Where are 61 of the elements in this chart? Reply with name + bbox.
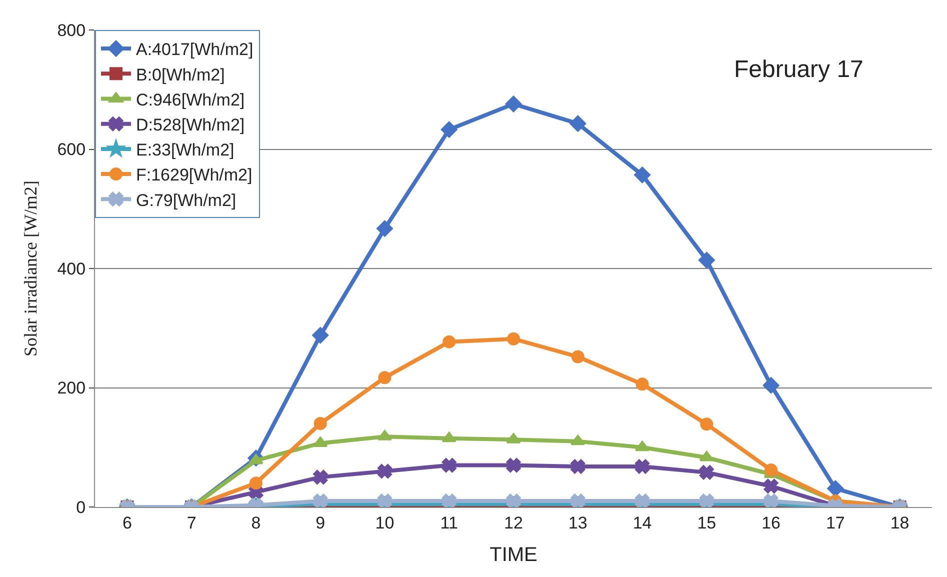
point: [442, 432, 456, 442]
point: [442, 335, 456, 348]
point: [314, 417, 327, 430]
y-tick-label: 400: [57, 259, 86, 278]
annotation: February 17: [734, 56, 864, 83]
point: [313, 436, 328, 447]
x-tick-label: 13: [568, 513, 588, 532]
point: [505, 96, 522, 112]
y-axis-title: Solar irradiance [W/m2]: [20, 180, 40, 356]
point: [507, 332, 520, 346]
x-tick-label: 12: [504, 513, 523, 532]
point: [312, 327, 328, 344]
point: [313, 470, 328, 484]
x-tick-label: 8: [251, 513, 261, 532]
x-tick-label: 7: [186, 513, 196, 532]
legend-label: G:79[Wh/m2]: [136, 190, 236, 210]
point: [698, 252, 715, 268]
y-tick-label: 800: [57, 20, 86, 40]
point: [764, 478, 778, 494]
legend-label: A:4017[Wh/m2]: [136, 40, 254, 60]
point: [571, 350, 584, 364]
point: [506, 433, 521, 444]
x-tick-label: 11: [440, 513, 458, 532]
point: [570, 434, 586, 446]
x-tick-label: 14: [632, 513, 652, 532]
legend-label: D:528[Wh/m2]: [136, 115, 245, 134]
point: [570, 459, 586, 474]
legend-label: B:0[Wh/m2]: [136, 65, 225, 84]
point: [376, 220, 393, 237]
x-tick-label: 15: [697, 513, 716, 532]
point: [442, 458, 456, 472]
point: [827, 480, 844, 497]
legend-label: E:33[Wh/m2]: [136, 140, 234, 160]
point: [506, 458, 521, 472]
y-tick-label: 600: [57, 140, 86, 160]
y-tick-label: 0: [76, 498, 86, 517]
x-tick-label: 17: [826, 513, 845, 532]
point: [440, 121, 458, 138]
legend-label: F:1629[Wh/m2]: [136, 166, 252, 185]
point: [635, 459, 650, 474]
legend-label: C:946[Wh/m2]: [136, 90, 245, 110]
point: [634, 166, 650, 184]
point: [700, 418, 714, 431]
y-tick-label: 200: [57, 378, 86, 398]
point: [762, 377, 780, 394]
point: [634, 440, 650, 452]
x-tick-label: 6: [122, 513, 132, 532]
x-tick-label: 18: [890, 513, 910, 532]
point: [699, 465, 714, 480]
point: [249, 476, 262, 490]
x-tick-label: 9: [316, 513, 326, 532]
point: [764, 464, 778, 477]
x-tick-label: 16: [762, 513, 780, 532]
point: [378, 371, 392, 384]
point: [248, 454, 264, 464]
point: [570, 115, 586, 132]
x-axis-title: TIME: [490, 544, 538, 566]
x-tick-label: 10: [375, 513, 394, 532]
point: [699, 451, 714, 462]
point: [636, 378, 649, 391]
point: [378, 464, 392, 478]
